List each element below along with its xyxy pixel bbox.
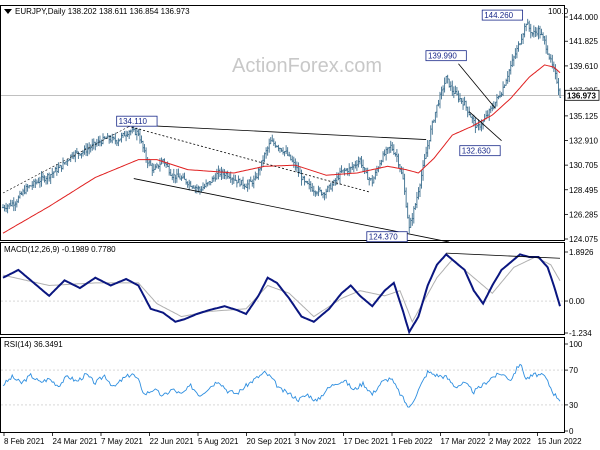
price-annotation: 144.260 — [481, 9, 524, 21]
current-price-label: 136.973 — [567, 91, 596, 100]
x-axis-label: 8 Feb 2021 — [4, 437, 45, 446]
macd-signal-line — [2, 256, 561, 323]
price-axis-tick-label: 139.610 — [569, 62, 598, 71]
x-axis-label: 5 Aug 2021 — [198, 437, 239, 446]
price-panel — [0, 5, 565, 241]
rsi-panel — [0, 337, 565, 433]
timeframe-label: Daily — [48, 7, 66, 16]
price-axis-tick-label: 126.285 — [569, 210, 598, 219]
price-axis-tick-label: 124.075 — [569, 235, 598, 244]
svg-text:EURJPY,Daily 138.202 138.611: EURJPY,Daily 138.202 138.611 136.854 136… — [15, 7, 190, 16]
x-axis-label: 20 Sep 2021 — [247, 437, 293, 446]
price-axis-tick-label: 141.825 — [569, 37, 598, 46]
x-axis-label: 22 Jun 2021 — [150, 437, 195, 446]
x-axis-label: 17 Dec 2021 — [344, 437, 390, 446]
price-axis-tick-label: 132.910 — [569, 137, 598, 146]
macd-axis-tick-label: 0.00 — [569, 297, 585, 306]
price-layer: 134.110 124.370 139.990 132.630 144.260 100.0 — [1, 7, 569, 243]
rsi-axis-tick-label: 70 — [569, 366, 578, 375]
rsi-axis-tick-label: 100 — [569, 340, 583, 349]
watermark: ActionForex.com — [232, 55, 382, 77]
x-axis-label: 3 Nov 2021 — [295, 437, 336, 446]
trendline — [136, 124, 427, 140]
extra-label: 100.0 — [548, 7, 569, 16]
axis-layer: 144.000141.825139.610137.395135.125132.9… — [3, 13, 600, 446]
ohlc-high: 138.611 — [99, 7, 128, 16]
x-axis-label: 2 May 2022 — [489, 437, 531, 446]
annotation-label: 139.990 — [428, 52, 457, 61]
price-axis-tick-label: 135.125 — [569, 112, 598, 121]
rsi-axis-tick-label: 0 — [569, 427, 574, 436]
price-axis-tick-label: 128.495 — [569, 186, 598, 195]
trendline — [458, 63, 496, 109]
x-axis-label: 15 Jun 2022 — [538, 437, 583, 446]
macd-layer — [1, 252, 564, 335]
symbol-label: EURJPY — [15, 7, 47, 16]
price-annotation: 124.370 — [366, 231, 408, 243]
rsi-line — [2, 363, 561, 408]
macd-trendline — [446, 252, 561, 259]
annotation-label: 144.260 — [484, 11, 513, 20]
x-axis-label: 1 Feb 2022 — [392, 437, 433, 446]
moving-average-line — [2, 64, 561, 234]
price-annotation: 134.110 — [116, 115, 158, 127]
macd-axis-tick-label: 1.8926 — [569, 248, 594, 257]
ohlc-low: 136.854 — [130, 7, 159, 16]
ohlc-open: 138.202 — [68, 7, 97, 16]
rsi-axis-tick-label: 30 — [569, 401, 578, 410]
macd-line — [2, 253, 561, 335]
price-title: EURJPY,Daily 138.202 138.611 136.854 136… — [4, 7, 190, 16]
trendline — [119, 123, 370, 193]
rsi-layer — [1, 363, 564, 408]
annotation-label: 124.370 — [369, 233, 398, 242]
macd-title: MACD(12,26,9) -0.1989 0.7780 — [4, 245, 116, 254]
trendline — [468, 111, 502, 141]
price-axis-tick-label: 144.000 — [569, 13, 598, 22]
annotation-label: 132.630 — [462, 147, 491, 156]
x-axis-label: 17 Mar 2022 — [441, 437, 486, 446]
current-price-tag: 136.973 — [564, 89, 600, 101]
rsi-title: RSI(14) 36.3491 — [4, 340, 63, 349]
x-axis-label: 24 Mar 2021 — [53, 437, 98, 446]
ohlc-close: 136.973 — [161, 7, 190, 16]
price-axis-tick-label: 130.705 — [569, 161, 598, 170]
annotation-label: 134.110 — [119, 117, 148, 126]
price-bar — [558, 88, 562, 98]
trendline — [2, 123, 134, 194]
x-axis-label: 7 May 2021 — [101, 437, 143, 446]
price-annotation: 139.990 — [425, 50, 467, 62]
price-annotation: 132.630 — [459, 145, 501, 157]
macd-axis-tick-label: -1.234 — [569, 329, 592, 338]
